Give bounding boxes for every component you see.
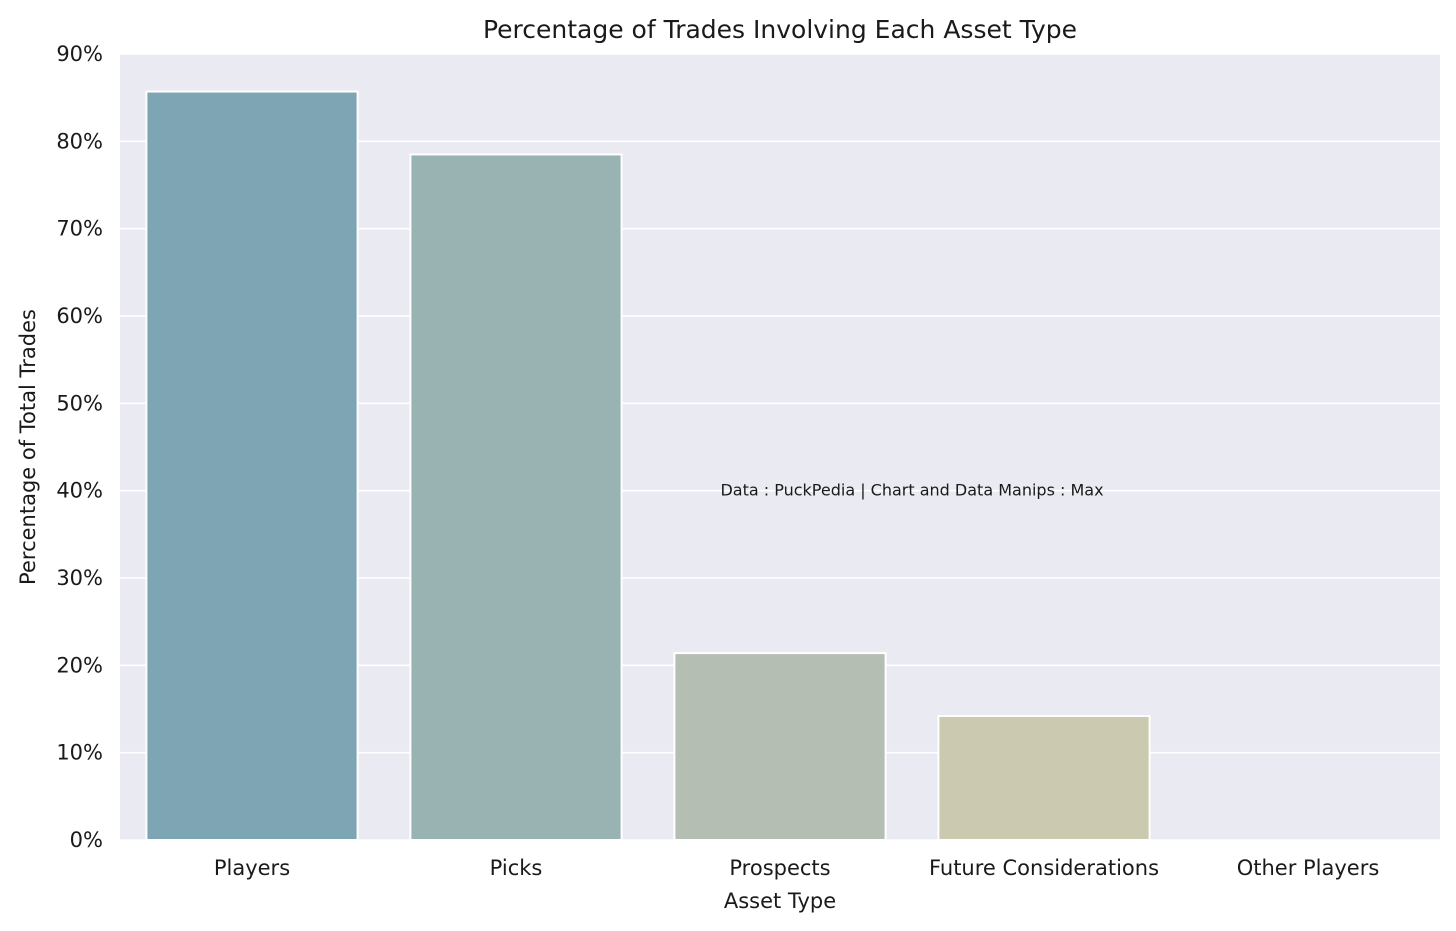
bar-players <box>145 90 359 841</box>
x-tick-label: Prospects <box>729 856 830 880</box>
x-tick-label: Players <box>214 856 290 880</box>
y-tick-label: 90% <box>56 42 103 66</box>
y-tick-label: 0% <box>70 828 103 852</box>
x-axis-label: Asset Type <box>724 889 836 913</box>
bar-picks <box>409 153 623 841</box>
bar-future-considerations <box>937 714 1151 842</box>
y-tick-label: 20% <box>56 653 103 677</box>
y-ticks: 0% 10% 20% 30% 40% 50% 60% 70% 80% 90% <box>56 42 103 852</box>
bars <box>145 90 1151 842</box>
y-tick-label: 80% <box>56 129 103 153</box>
source-annotation: Data : PuckPedia | Chart and Data Manips… <box>720 481 1103 500</box>
x-tick-label: Future Considerations <box>929 856 1159 880</box>
chart-title: Percentage of Trades Involving Each Asse… <box>483 15 1077 44</box>
y-tick-label: 40% <box>56 479 103 503</box>
x-tick-label: Other Players <box>1237 856 1380 880</box>
y-tick-label: 70% <box>56 217 103 241</box>
x-ticks: Players Picks Prospects Future Consideratio… <box>214 856 1379 880</box>
x-tick-label: Picks <box>490 856 543 880</box>
y-axis-label: Percentage of Total Trades <box>16 309 40 585</box>
y-tick-label: 50% <box>56 391 103 415</box>
y-tick-label: 10% <box>56 741 103 765</box>
bar-prospects <box>673 652 887 842</box>
y-tick-label: 60% <box>56 304 103 328</box>
y-tick-label: 30% <box>56 566 103 590</box>
